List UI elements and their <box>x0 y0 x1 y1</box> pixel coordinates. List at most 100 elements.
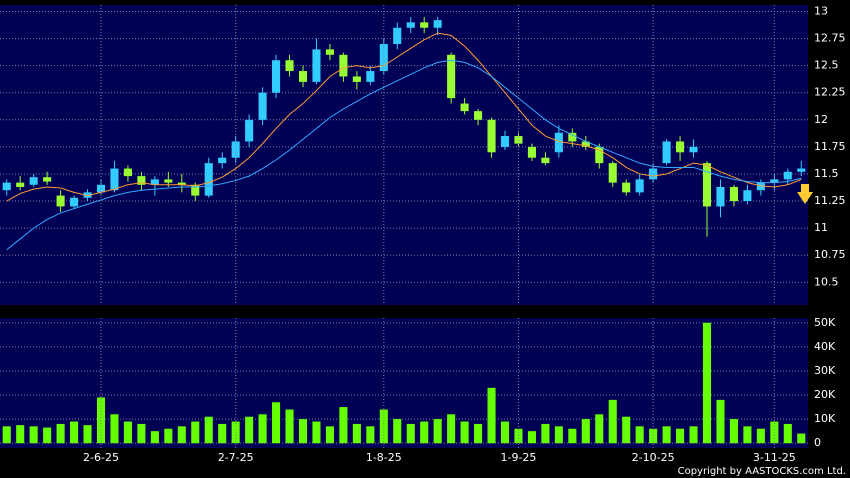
candle-body <box>272 60 281 93</box>
candle-body <box>406 22 415 28</box>
volume-bar <box>393 419 402 444</box>
candle-body <box>487 119 496 153</box>
volume-bar <box>608 399 617 444</box>
y-tick-label: 11.75 <box>814 140 846 153</box>
candle-body <box>339 54 348 77</box>
volume-bar <box>245 416 254 444</box>
candle-body <box>447 54 456 99</box>
volume-bar <box>137 423 146 444</box>
volume-bar <box>635 426 644 444</box>
candle-body <box>366 71 375 82</box>
volume-bar <box>797 433 806 444</box>
candle-body <box>756 182 765 191</box>
volume-bar <box>352 423 361 444</box>
candle-body <box>702 163 712 207</box>
candle-body <box>312 49 321 82</box>
candle-body <box>595 146 604 164</box>
volume-bar <box>285 409 294 444</box>
y-tick-label: 10.75 <box>814 248 846 261</box>
y-tick-label: 12.75 <box>814 32 846 45</box>
candle-body <box>635 179 644 193</box>
candle-body <box>191 184 200 196</box>
volume-bar <box>339 407 348 444</box>
volume-bar <box>43 427 52 444</box>
volume-bar <box>70 421 79 444</box>
volume-bar <box>662 426 671 444</box>
x-tick-label: 2-10-25 <box>632 451 675 464</box>
volume-bar <box>110 414 119 444</box>
candle-body <box>608 163 617 183</box>
volume-bar <box>16 425 25 444</box>
candle-body <box>393 27 402 44</box>
candle-body <box>150 179 159 185</box>
candle-body <box>460 103 469 112</box>
volume-bar <box>729 419 738 444</box>
x-tick-label: 3-11-25 <box>753 451 796 464</box>
volume-bar <box>756 428 765 444</box>
volume-bar <box>487 387 496 444</box>
candle-body <box>581 141 590 147</box>
volume-bar <box>150 431 159 444</box>
candle-body <box>285 60 294 72</box>
volume-bar <box>218 423 227 444</box>
x-tick-label: 1-8-25 <box>366 451 402 464</box>
volume-bar <box>406 423 415 444</box>
candle-body <box>541 157 550 164</box>
volume-bar <box>366 426 375 444</box>
volume-bar <box>500 421 510 444</box>
candle-body <box>123 168 132 177</box>
volume-bar <box>581 419 590 444</box>
moving-average-line <box>6 32 802 202</box>
candle-body <box>43 177 52 182</box>
y-tick-label: 13 <box>814 4 828 17</box>
volume-bar <box>541 423 550 444</box>
candle-body <box>474 111 483 120</box>
current-price-arrow <box>797 184 813 204</box>
y-tick-label: 12.5 <box>814 59 839 72</box>
candle-body <box>325 49 334 55</box>
y-tick-label: 50K <box>814 316 836 329</box>
volume-bar <box>312 421 321 444</box>
volume-bar <box>716 399 725 444</box>
y-tick-label: 12.25 <box>814 86 846 99</box>
volume-bar <box>258 414 267 444</box>
candle-body <box>716 186 725 207</box>
candle-body <box>29 177 38 185</box>
candle-body <box>527 146 536 158</box>
candle-body <box>258 92 267 120</box>
volume-bar <box>420 421 429 444</box>
candle-body <box>514 136 523 144</box>
volume-bar <box>595 414 604 444</box>
volume-bar <box>123 421 132 444</box>
candle-body <box>500 136 510 147</box>
y-tick-label: 12 <box>814 113 828 126</box>
y-tick-label: 20K <box>814 388 836 401</box>
candle-body <box>743 190 752 202</box>
volume-bar <box>83 425 92 444</box>
candle-body <box>2 182 11 191</box>
candle-body <box>379 43 388 72</box>
candle-body <box>110 168 119 191</box>
candle-body <box>568 132 577 142</box>
candle-body <box>433 20 442 28</box>
candle-body <box>218 157 227 164</box>
y-tick-label: 10.5 <box>814 275 839 288</box>
moving-average-line <box>6 59 802 251</box>
y-tick-label: 11 <box>814 221 828 234</box>
candle-body <box>56 195 65 207</box>
y-tick-label: 10K <box>814 412 836 425</box>
volume-bar <box>568 428 577 444</box>
y-tick-label: 30K <box>814 364 836 377</box>
candle-body <box>16 182 25 187</box>
volume-bar <box>474 423 483 444</box>
volume-panel <box>0 318 808 448</box>
x-tick-label: 1-9-25 <box>500 451 536 464</box>
candle-body <box>164 179 173 183</box>
volume-bar <box>204 416 213 444</box>
candle-body <box>83 192 92 198</box>
candle-body <box>554 132 563 153</box>
volume-bar <box>554 426 563 444</box>
volume-bar <box>702 322 712 444</box>
volume-bar <box>29 426 38 444</box>
